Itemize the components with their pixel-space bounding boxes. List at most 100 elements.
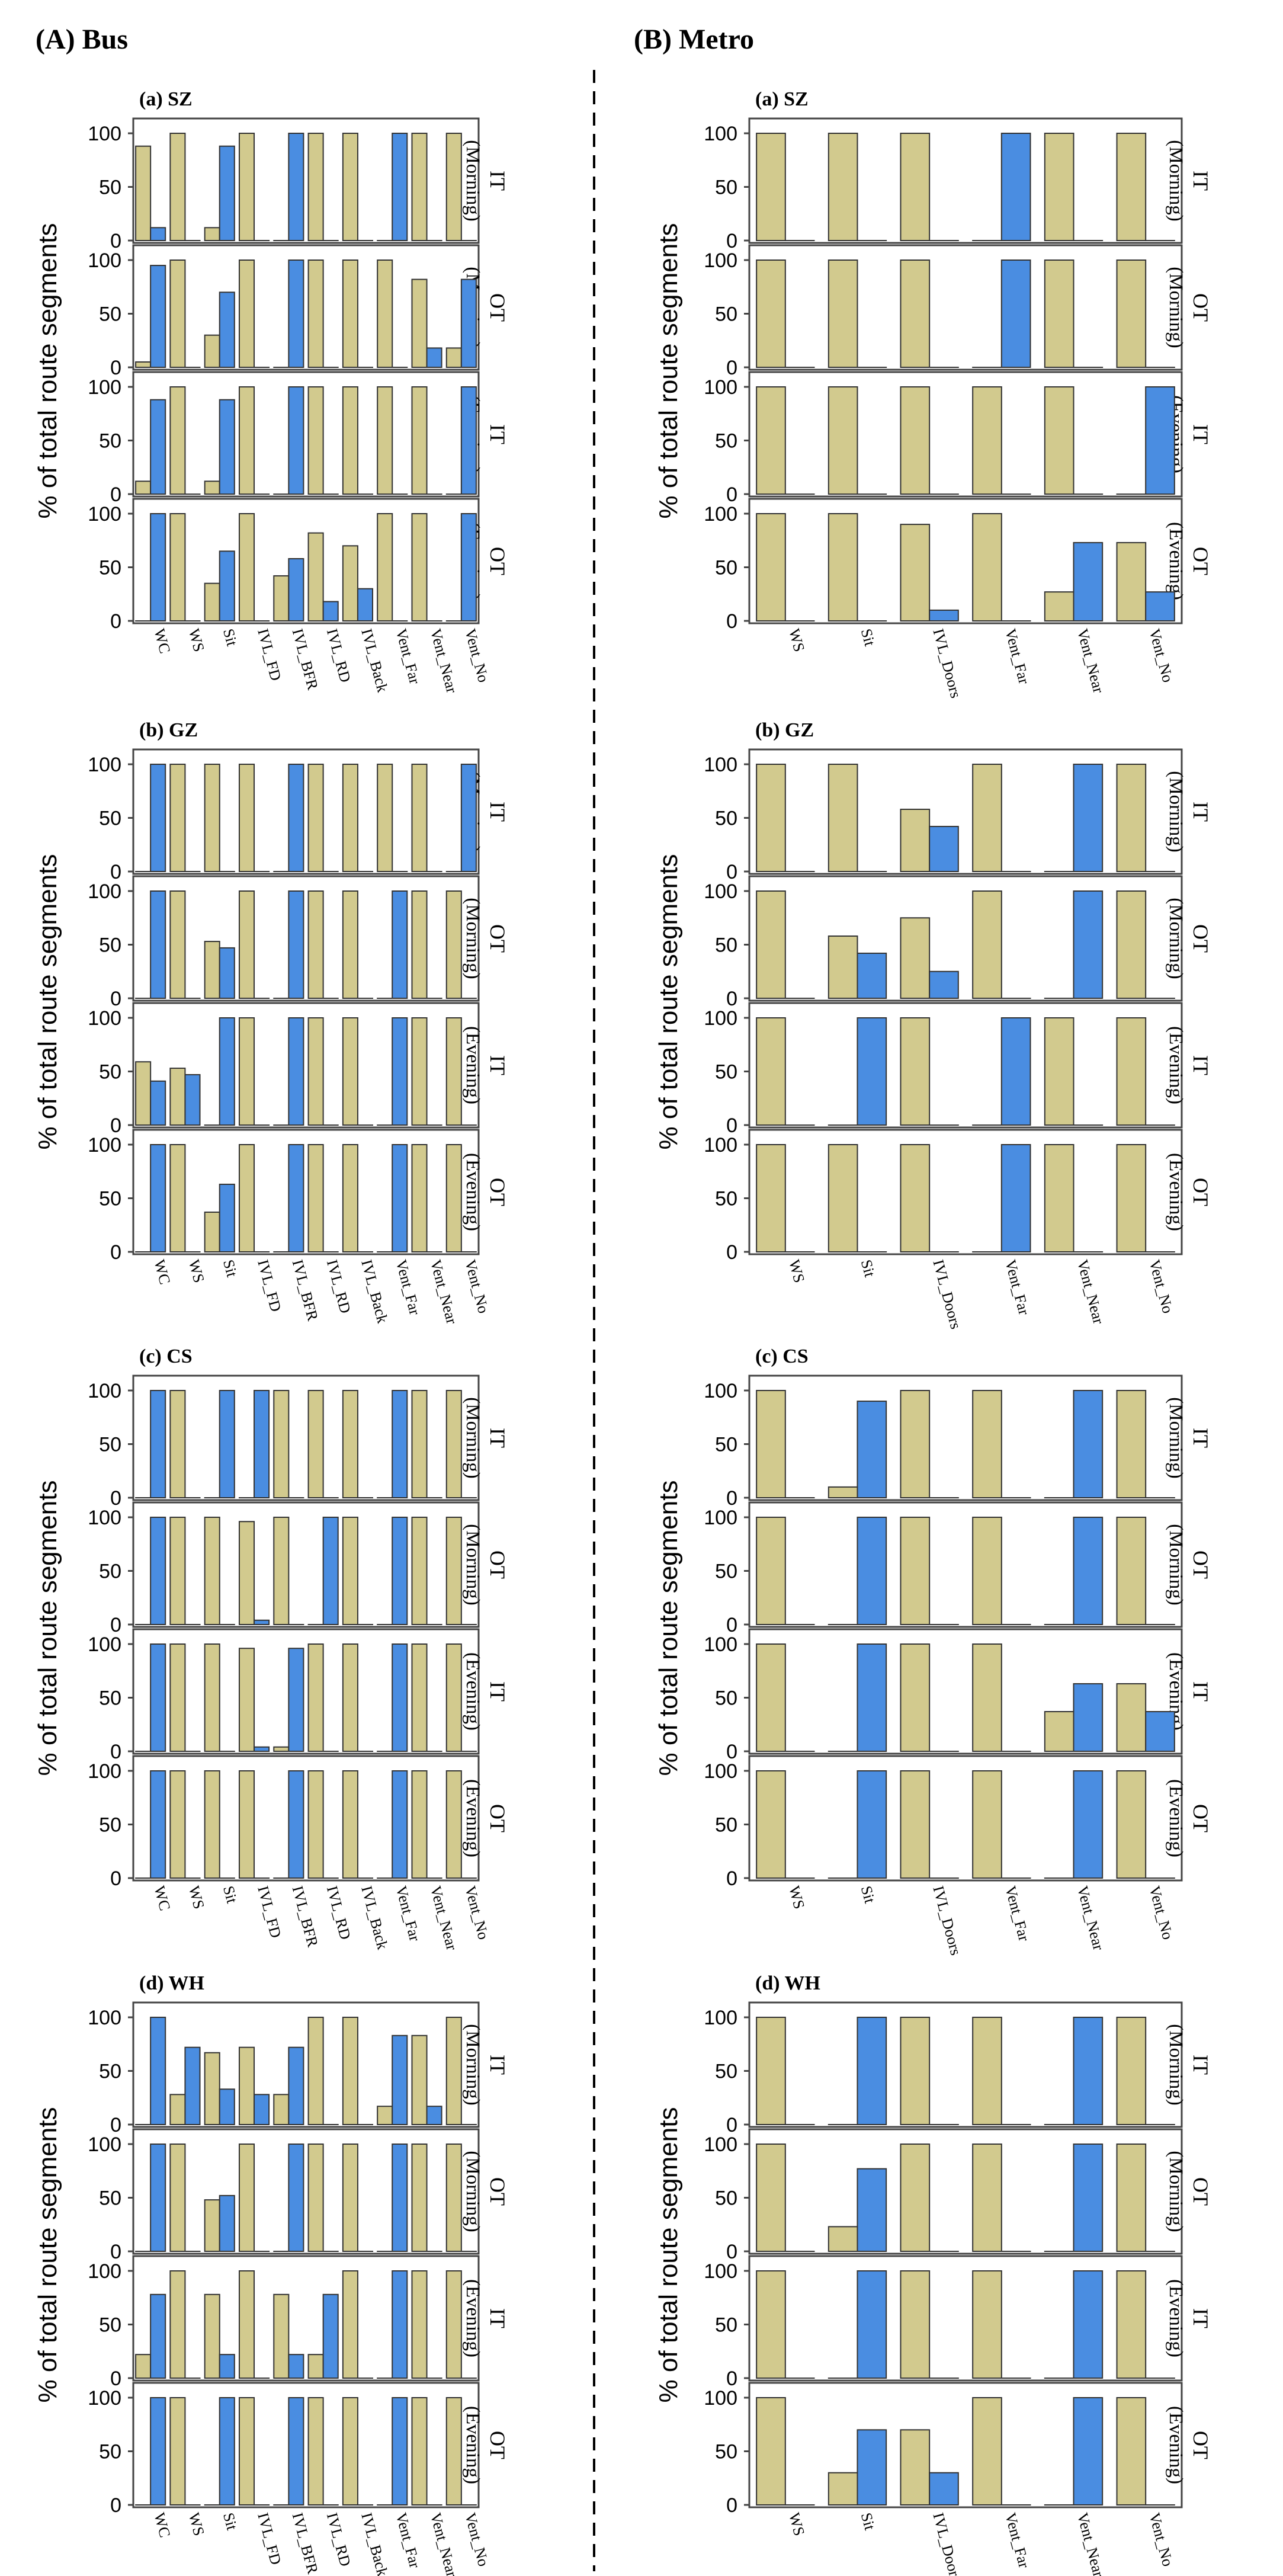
row-label: OT(Morning) <box>1165 267 1213 348</box>
row-label-code: OT <box>1189 547 1213 575</box>
bar-tan-ivl_rd <box>307 764 324 872</box>
bar-blue-sit <box>219 2397 235 2505</box>
bar-blue-vent_no <box>1145 386 1175 495</box>
bar-blue-wc <box>150 1643 166 1752</box>
y-tick-label: 50 <box>715 177 737 199</box>
bar-blue-vent_far <box>392 1643 408 1752</box>
bar-tan-ivl_bfr <box>273 575 290 621</box>
row-label-code: IT <box>1189 1681 1213 1702</box>
y-tick-label: 50 <box>99 1814 121 1837</box>
y-tick-label: 0 <box>110 357 121 379</box>
chart-metro-cs: (c) CS% of total route segments 050100IT(… <box>654 1345 1213 1957</box>
bar-blue-ivl_doors <box>929 825 959 872</box>
y-tick-label: 100 <box>88 1134 121 1156</box>
plot-frame <box>748 244 1183 371</box>
bar-blue-sit <box>857 1401 887 1499</box>
bar-blue-vent_no <box>1145 591 1175 622</box>
bar-blue-vent_near <box>1073 2270 1104 2379</box>
bar-tan-ws <box>169 2144 186 2252</box>
y-tick-label: 50 <box>99 2314 121 2337</box>
bar-tan-vent_far <box>972 2144 1002 2252</box>
plot-frame <box>748 1002 1183 1129</box>
bar-tan-ivl_back <box>342 1770 358 1879</box>
row-label-period: (Evening) <box>462 1153 483 1231</box>
bar-blue-vent_near <box>426 2106 442 2125</box>
y-tick-label: 100 <box>704 2133 737 2156</box>
y-tick-label: 0 <box>110 1487 121 1510</box>
y-tick-label: 50 <box>715 557 737 579</box>
row-label-code: IT <box>486 1428 509 1448</box>
bar-tan-ivl_rd <box>307 532 324 622</box>
bar-tan-ivl_fd <box>238 2144 255 2252</box>
bar-tan-ivl_doors <box>900 2270 931 2379</box>
row-label: OT(Evening) <box>1165 1153 1213 1231</box>
chart-title: (a) SZ <box>139 88 193 110</box>
bar-tan-vent_no <box>1116 259 1147 368</box>
chart-bus-wh: (d) WH% of total route segments 050100IT(… <box>33 1972 509 2576</box>
row-label-code: IT <box>1189 802 1213 822</box>
plot-frame <box>132 1628 480 1755</box>
bar-blue-ivl_fd <box>254 1390 270 1498</box>
bar-tan-ivl_bfr <box>273 1746 290 1752</box>
y-tick-label: 0 <box>726 2241 737 2263</box>
bar-tan-ivl_back <box>342 386 358 495</box>
y-tick-label: 50 <box>99 1687 121 1710</box>
row-1: 0 50 100 IT(Morning) <box>704 117 1213 252</box>
y-tick-label: 100 <box>88 376 121 399</box>
y-tick-label: 0 <box>110 1867 121 1890</box>
row-label-period: (Evening) <box>1165 1026 1186 1104</box>
row-label-code: IT <box>1189 171 1213 191</box>
bar-tan-ws <box>756 2017 786 2125</box>
bar-blue-vent_far <box>392 890 408 999</box>
bar-tan-sit <box>204 582 220 622</box>
row-label-period: (Morning) <box>1165 2024 1186 2105</box>
y-tick-label: 0 <box>110 610 121 633</box>
bar-tan-ivl_fd <box>238 2397 255 2505</box>
bar-tan-vent_no <box>1116 2017 1147 2125</box>
row-label-code: IT <box>486 1681 509 1702</box>
y-tick-label: 0 <box>110 2367 121 2390</box>
panel-title-bus: (A) Bus <box>36 24 128 55</box>
bar-tan-vent_no <box>445 1770 462 1879</box>
bar-tan-ws <box>756 890 786 999</box>
bar-tan-wc <box>135 2354 152 2379</box>
bar-blue-sit <box>219 2194 235 2252</box>
row-label-code: IT <box>486 802 509 822</box>
bar-tan-ivl_bfr <box>273 2094 290 2126</box>
bar-tan-ws <box>756 2144 786 2252</box>
row-label-code: IT <box>486 2055 509 2075</box>
bar-tan-ivl_back <box>342 2270 358 2379</box>
bar-tan-ivl_fd <box>238 513 255 621</box>
bar-tan-wc <box>135 361 152 369</box>
bar-tan-ivl_back <box>342 890 358 999</box>
bar-tan-vent_no <box>445 890 462 999</box>
y-tick-label: 100 <box>704 123 737 145</box>
bar-tan-ws <box>169 1068 186 1126</box>
bar-tan-ivl_bfr <box>273 1517 290 1625</box>
row-label-period: (Evening) <box>1165 1153 1186 1231</box>
bar-tan-ivl_doors <box>900 1770 931 1879</box>
row-label-period: (Evening) <box>1165 1779 1186 1857</box>
bar-blue-sit <box>219 1390 235 1498</box>
bar-tan-vent_no <box>445 1643 462 1752</box>
bar-tan-vent_far <box>972 890 1002 999</box>
row-1: 0 50 100 IT(Morning) <box>704 1374 1213 1510</box>
bar-tan-ivl_fd <box>238 2046 255 2125</box>
y-tick-label: 0 <box>726 2494 737 2517</box>
bar-tan-vent_near <box>1044 1144 1074 1252</box>
row-label-period: (Morning) <box>1165 2151 1186 2232</box>
bar-blue-ivl_rd <box>322 2293 339 2379</box>
bar-tan-vent_near <box>411 133 428 241</box>
y-tick-label: 0 <box>110 1614 121 1636</box>
plot-frame <box>748 1628 1183 1755</box>
bar-blue-wc <box>150 1144 166 1252</box>
y-tick-label: 50 <box>715 2187 737 2210</box>
plot-frame <box>748 2001 1183 2128</box>
bar-blue-ivl_bfr <box>288 2397 304 2505</box>
bar-blue-vent_far <box>1000 1017 1031 1126</box>
